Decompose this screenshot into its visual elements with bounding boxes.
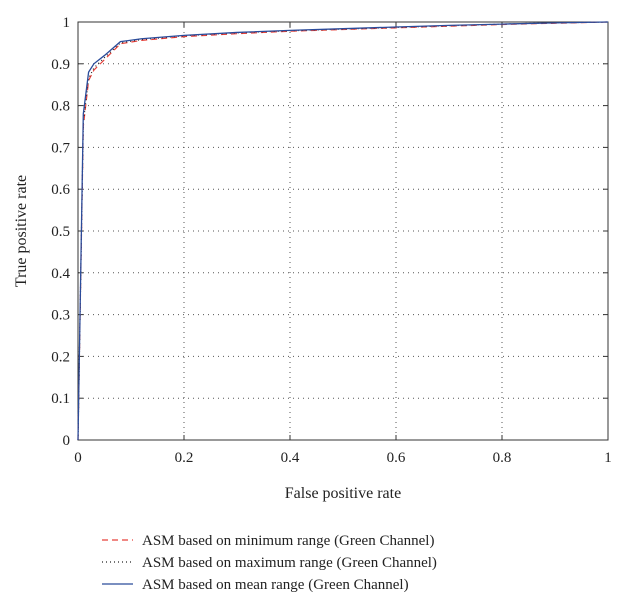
legend: ASM based on minimum range (Green Channe… bbox=[102, 533, 437, 593]
y-tick-label: 0.3 bbox=[51, 308, 70, 324]
grid bbox=[78, 22, 608, 440]
y-tick-label: 0.7 bbox=[51, 140, 70, 156]
x-axis-label: False positive rate bbox=[285, 485, 401, 502]
x-tick-label: 0.8 bbox=[493, 450, 512, 466]
y-tick-label: 0.1 bbox=[51, 391, 70, 407]
y-tick-label: 0.9 bbox=[51, 57, 70, 73]
y-tick-label: 0 bbox=[63, 433, 71, 449]
axis-ticks: 0 0.2 0.4 0.6 0.8 1 0 0.1 0.2 0.3 0.4 0.5 0.6 0.7 0.8 0… bbox=[51, 15, 612, 466]
x-tick-label: 1 bbox=[604, 450, 612, 466]
y-axis-label: True positive rate bbox=[13, 175, 30, 287]
legend-label-1: ASM based on minimum range (Green Channe… bbox=[142, 533, 434, 549]
y-tick-label: 1 bbox=[63, 15, 71, 31]
x-tick-label: 0.2 bbox=[175, 450, 194, 466]
y-tick-label: 0.5 bbox=[51, 224, 70, 240]
legend-label-2: ASM based on maximum range (Green Channe… bbox=[142, 555, 437, 571]
y-tick-label: 0.8 bbox=[51, 99, 70, 115]
y-tick-label: 0.2 bbox=[51, 349, 70, 365]
y-tick-label: 0.4 bbox=[51, 266, 70, 282]
legend-label-3: ASM based on mean range (Green Channel) bbox=[142, 577, 409, 593]
x-tick-label: 0 bbox=[74, 450, 82, 466]
x-tick-label: 0.6 bbox=[387, 450, 406, 466]
y-tick-label: 0.6 bbox=[51, 182, 70, 198]
x-tick-label: 0.4 bbox=[281, 450, 300, 466]
